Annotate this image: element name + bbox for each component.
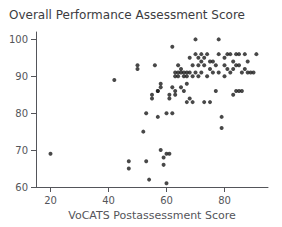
svg-text:40: 40: [102, 195, 115, 206]
svg-text:60: 60: [15, 182, 28, 193]
svg-text:80: 80: [15, 108, 28, 119]
svg-text:20: 20: [44, 195, 57, 206]
svg-text:60: 60: [160, 195, 173, 206]
svg-text:VoCATS Postassessment Score: VoCATS Postassessment Score: [68, 209, 236, 222]
svg-text:80: 80: [218, 195, 231, 206]
svg-text:70: 70: [15, 145, 28, 156]
svg-text:Overall Performance Assessment: Overall Performance Assessment Score: [9, 8, 245, 22]
svg-text:100: 100: [9, 34, 28, 45]
svg-text:90: 90: [15, 71, 28, 82]
